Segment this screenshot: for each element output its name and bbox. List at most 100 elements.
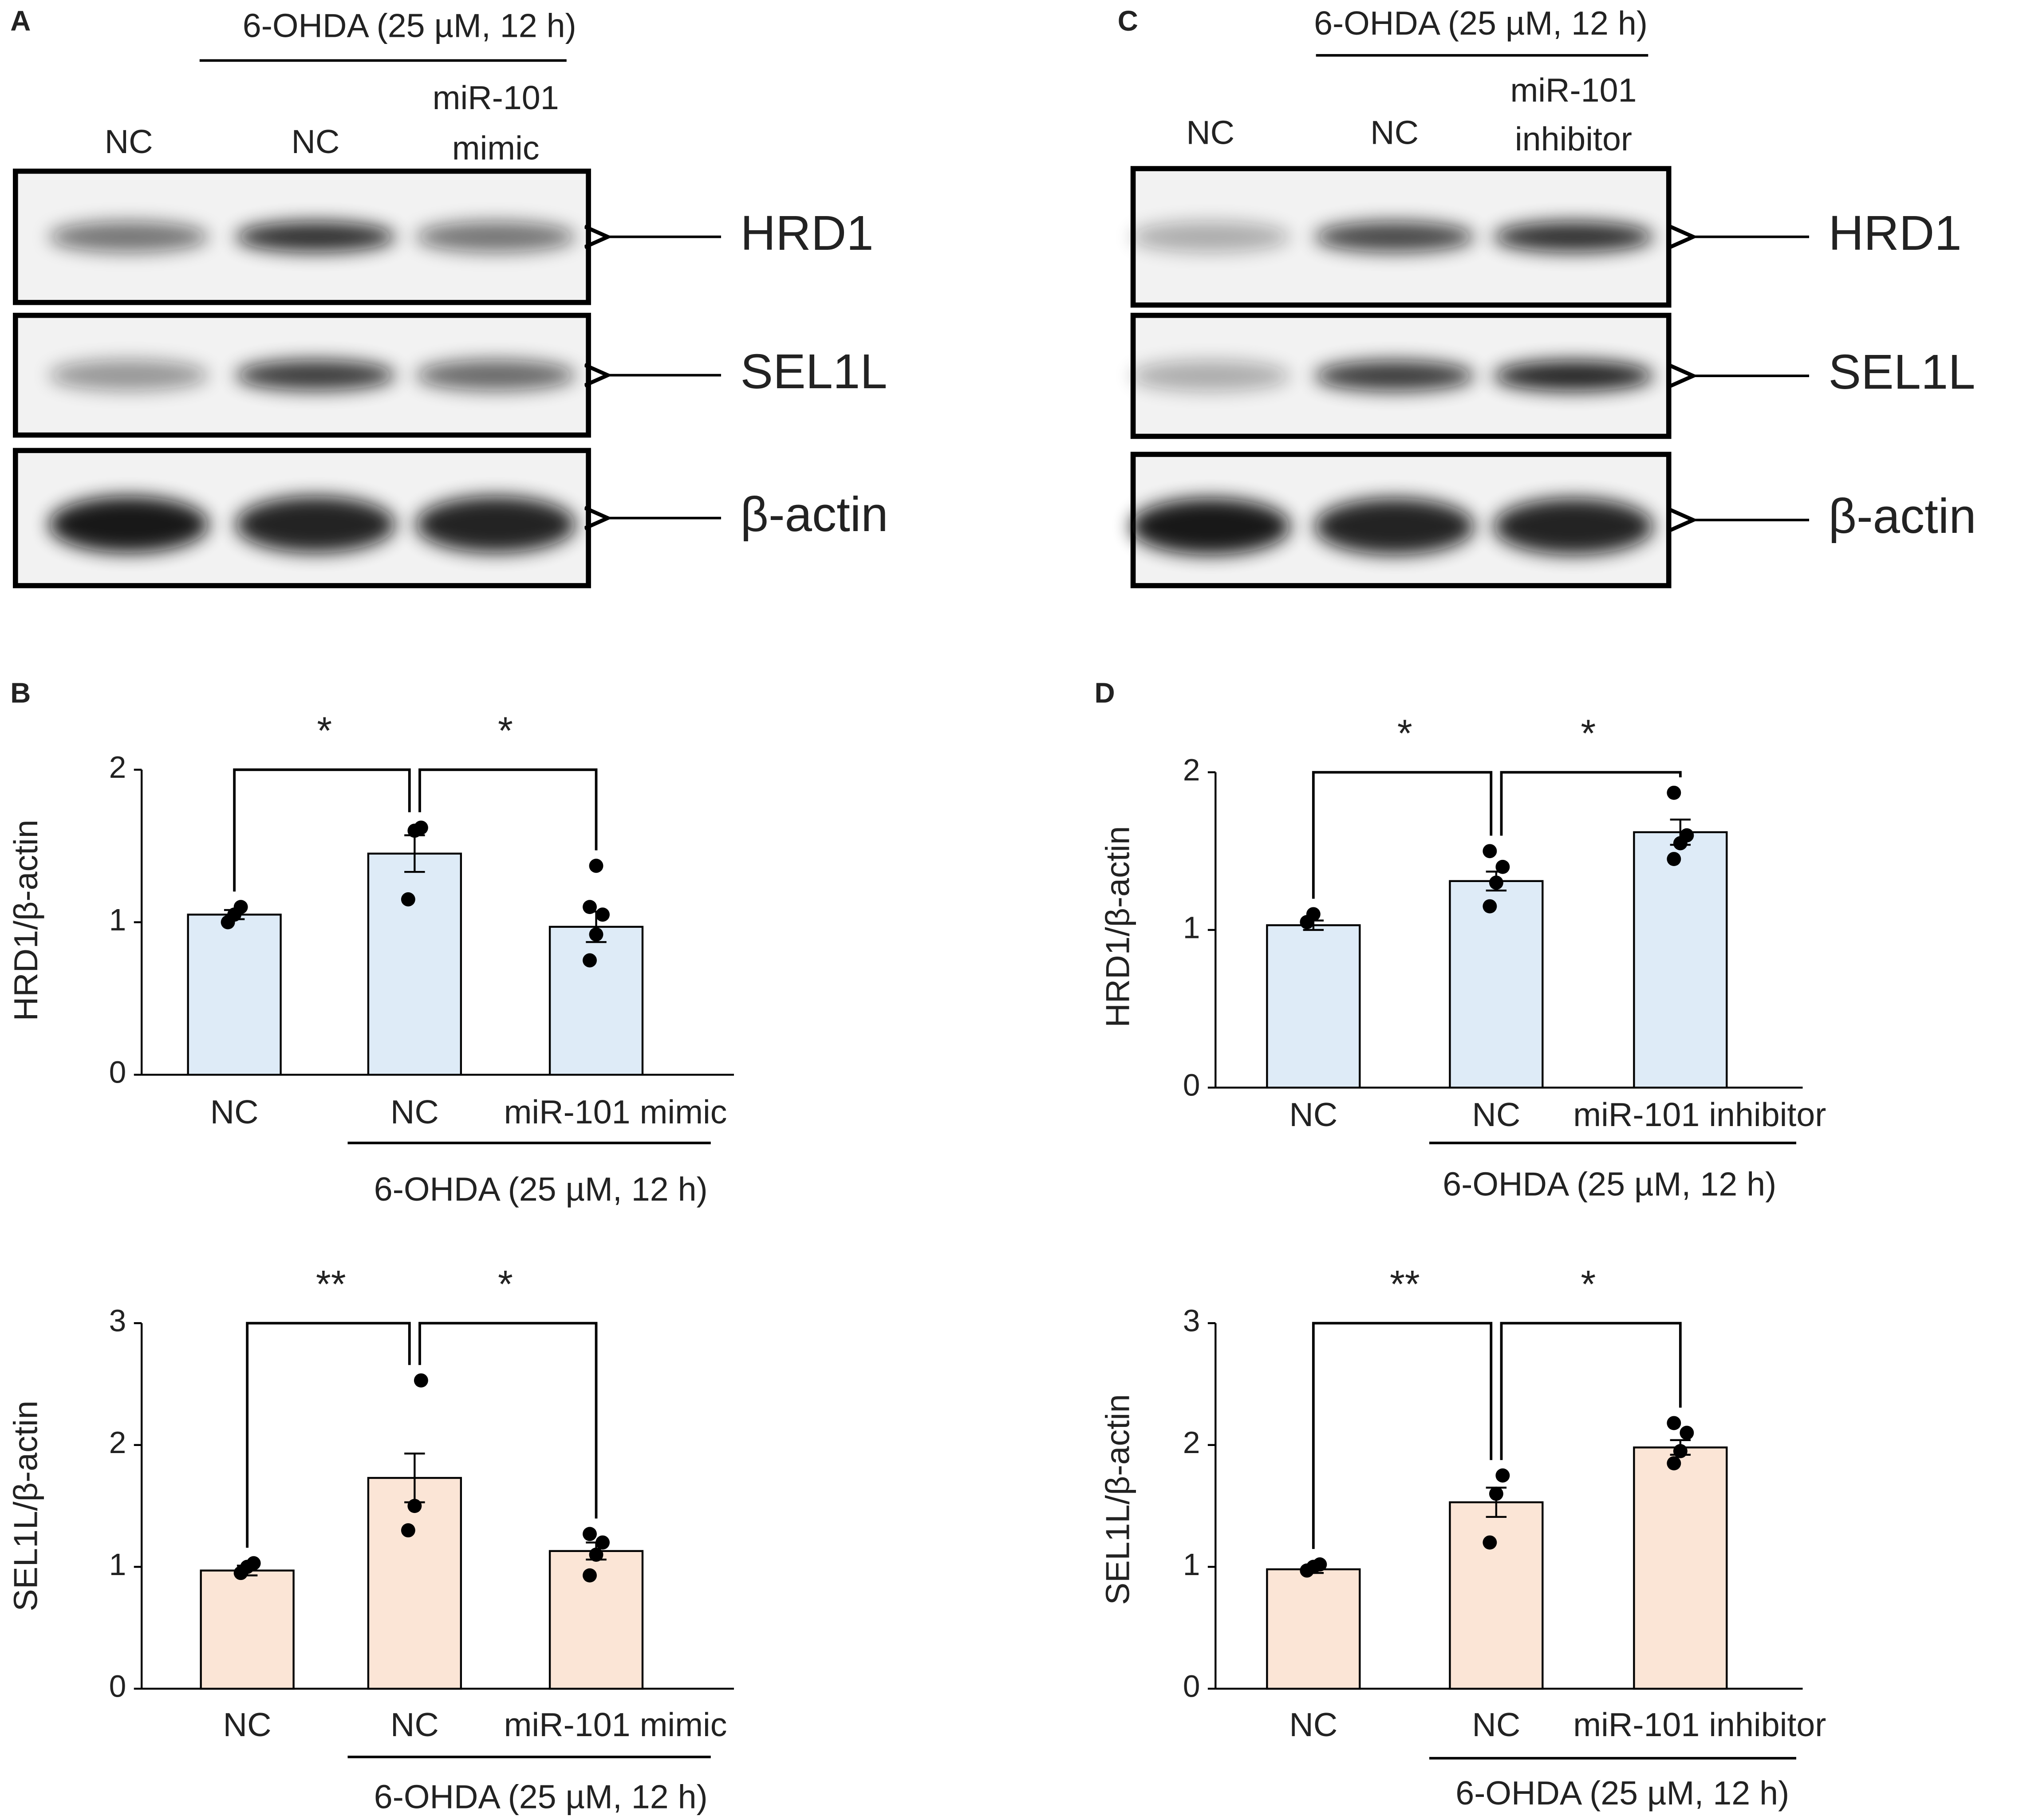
- y-tick-label: 1: [109, 1547, 126, 1582]
- data-point: [1495, 1468, 1510, 1483]
- data-point: [1667, 1416, 1681, 1430]
- group-label: 6-OHDA (25 µM, 12 h): [1455, 1774, 1789, 1812]
- significance-bracket: [246, 1322, 411, 1548]
- data-point: [414, 820, 428, 835]
- lane-label: NC: [1370, 114, 1419, 151]
- y-axis-label: SEL1L/β-actin: [1099, 1394, 1136, 1605]
- x-tick-label: miR-101 mimic: [504, 1706, 727, 1743]
- data-point: [1673, 1444, 1688, 1458]
- band-label: β-actin: [741, 487, 888, 542]
- blot-band: [1494, 498, 1653, 555]
- panel-label: B: [10, 677, 31, 709]
- x-tick-label: miR-101 inhibitor: [1573, 1706, 1826, 1743]
- data-point: [583, 900, 597, 914]
- significance-label: *: [498, 709, 513, 752]
- band-label: SEL1L: [741, 344, 887, 399]
- blot-band: [1130, 360, 1290, 391]
- data-point: [1489, 1486, 1503, 1501]
- data-point: [595, 907, 610, 922]
- bar: [1449, 1501, 1544, 1690]
- x-tick-label: NC: [210, 1093, 259, 1131]
- lane-label: inhibitor: [1515, 120, 1632, 158]
- bar: [187, 914, 282, 1076]
- bar: [1266, 924, 1361, 1089]
- y-tick-label: 2: [109, 1425, 126, 1460]
- blot-band: [1494, 360, 1653, 391]
- bar: [200, 1569, 295, 1690]
- data-point: [233, 900, 248, 914]
- x-tick-label: NC: [1289, 1096, 1337, 1133]
- y-tick-label: 2: [1183, 752, 1200, 787]
- x-tick-label: NC: [390, 1093, 439, 1131]
- bar: [1266, 1568, 1361, 1690]
- significance-bracket: [1312, 1322, 1493, 1549]
- blot-band: [49, 221, 209, 252]
- significance-label: *: [1581, 1263, 1596, 1306]
- x-tick-label: NC: [390, 1706, 439, 1743]
- bar: [1633, 1446, 1728, 1690]
- significance-label: **: [316, 1263, 346, 1306]
- data-point: [583, 953, 597, 968]
- lane-label: NC: [1186, 114, 1234, 151]
- data-point: [1489, 875, 1503, 890]
- significance-bracket: [418, 1322, 598, 1519]
- significance-label: **: [1390, 1263, 1420, 1306]
- significance-bracket: [418, 768, 598, 851]
- data-point: [583, 1527, 597, 1541]
- blot-band: [1130, 498, 1290, 555]
- y-tick-label: 3: [109, 1304, 126, 1338]
- lane-label: NC: [105, 123, 153, 160]
- data-point: [595, 1535, 610, 1550]
- lane-label: mimic: [452, 129, 540, 166]
- blot-band: [1314, 360, 1475, 391]
- blot-band: [416, 359, 576, 391]
- data-point: [1667, 785, 1681, 800]
- band-label: SEL1L: [1829, 345, 1976, 399]
- data-point: [1680, 1426, 1694, 1440]
- significance-label: *: [1581, 712, 1596, 755]
- significance-bracket: [1312, 771, 1493, 899]
- significance-label: *: [498, 1263, 513, 1306]
- x-tick-label: miR-101 mimic: [504, 1093, 727, 1131]
- y-tick-label: 0: [109, 1055, 126, 1090]
- significance-bracket: [1500, 771, 1682, 836]
- data-point: [1313, 1557, 1327, 1572]
- y-tick-label: 2: [1183, 1425, 1200, 1460]
- lane-label: miR-101: [1510, 71, 1636, 109]
- significance-label: *: [1397, 712, 1412, 755]
- y-tick-label: 3: [1183, 1304, 1200, 1338]
- blot-band: [1314, 498, 1475, 555]
- blot-band: [416, 496, 576, 553]
- y-axis-label: HRD1/β-actin: [7, 819, 44, 1021]
- y-tick-label: 0: [1183, 1669, 1200, 1703]
- x-tick-label: NC: [1472, 1706, 1520, 1743]
- blot-band: [236, 496, 395, 553]
- data-point: [1483, 899, 1497, 914]
- data-point: [414, 1373, 428, 1388]
- significance-bracket: [233, 768, 411, 892]
- blot-band: [236, 359, 395, 391]
- y-tick-label: 1: [109, 902, 126, 937]
- bar: [367, 852, 462, 1076]
- data-point: [1483, 844, 1497, 859]
- data-point: [401, 1523, 415, 1538]
- panel-label: C: [1118, 5, 1138, 37]
- data-point: [407, 1499, 422, 1513]
- blot-band: [49, 359, 209, 391]
- bar: [1449, 880, 1544, 1089]
- lane-label: NC: [291, 123, 339, 160]
- panel-label: A: [10, 5, 31, 37]
- group-label: 6-OHDA (25 µM, 12 h): [374, 1170, 708, 1208]
- blot-band: [236, 221, 395, 252]
- x-tick-label: NC: [1472, 1096, 1520, 1133]
- data-point: [583, 1568, 597, 1583]
- blot-header: 6-OHDA (25 µM, 12 h): [243, 7, 576, 44]
- lane-label: miR-101: [433, 79, 559, 116]
- significance-label: *: [317, 709, 332, 752]
- data-point: [246, 1556, 261, 1571]
- x-tick-label: NC: [1289, 1706, 1337, 1743]
- band-label: HRD1: [1829, 206, 1962, 260]
- data-point: [1667, 1456, 1681, 1470]
- bar: [548, 926, 644, 1076]
